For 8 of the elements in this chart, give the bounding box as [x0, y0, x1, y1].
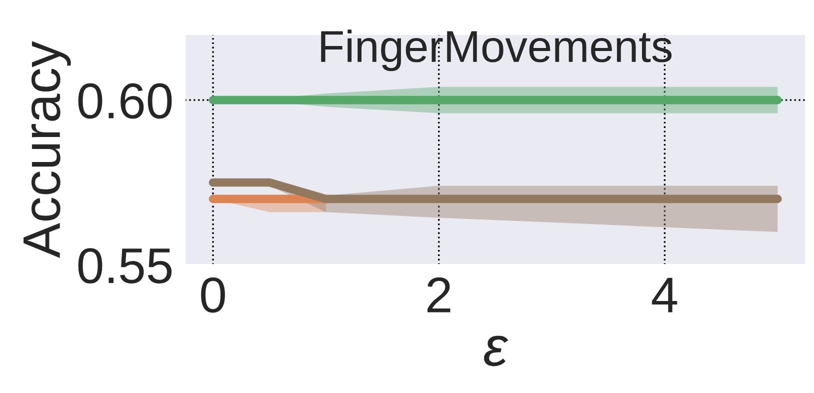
- y-tick-label: 0.60: [78, 83, 172, 119]
- chart-title: FingerMovements: [321, 30, 672, 72]
- y-axis-title: Accuracy: [24, 41, 71, 258]
- x-tick-label: 0: [201, 277, 225, 313]
- x-axis-title: ε: [484, 336, 508, 366]
- x-tick-label: 2: [427, 277, 450, 312]
- x-tick-label: 4: [652, 278, 678, 312]
- y-tick-label: 0.55: [78, 248, 172, 284]
